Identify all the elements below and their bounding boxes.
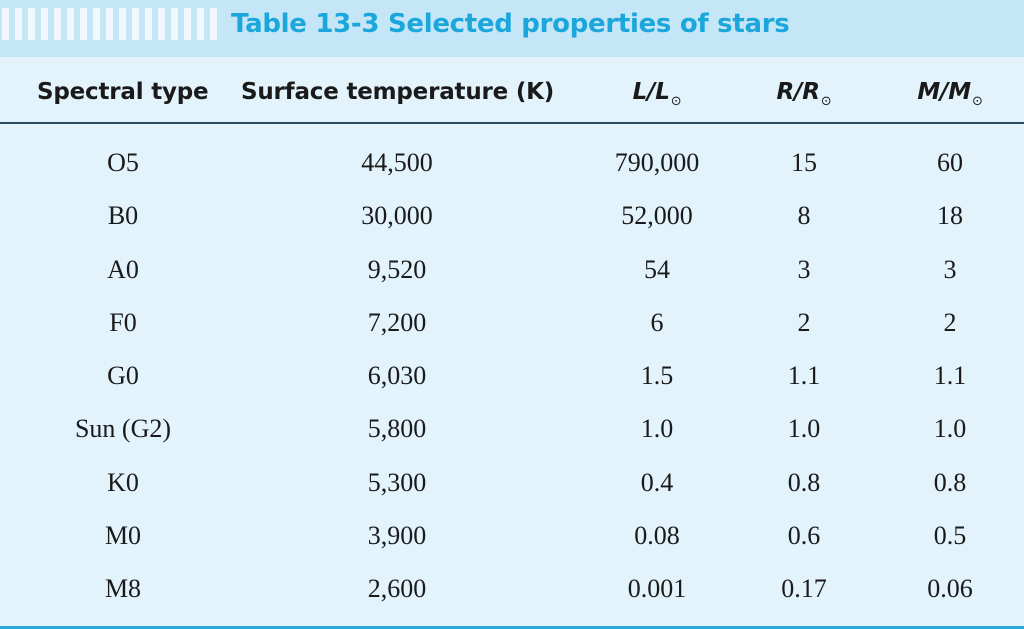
table-row: F0 7,200 6 2 2: [0, 300, 1024, 353]
table-row: Sun (G2) 5,800 1.0 1.0 1.0: [0, 406, 1024, 459]
cell-radius: 1.1: [787, 361, 821, 391]
cell-radius: 15: [791, 148, 817, 177]
table-row: O5 44,500 790,000 15 60: [0, 140, 1024, 193]
cell-spectral-type: Sun (G2): [74, 414, 172, 444]
cell-mass: 2: [943, 307, 957, 337]
cell-luminosity: 54: [644, 254, 670, 284]
cell-mass: 3: [943, 254, 957, 284]
cell-radius: 0.6: [787, 521, 821, 551]
table-header: Spectral type Surface temperature (K) L/…: [0, 57, 1024, 124]
cell-surface-temperature: 2,600: [367, 574, 427, 604]
cell-mass: 18: [937, 201, 963, 231]
cell-luminosity: 0.001: [627, 574, 687, 604]
sun-symbol-icon: ⊙: [670, 94, 682, 109]
cell-mass: 60: [937, 148, 963, 177]
bottom-rule: [0, 626, 1024, 629]
decorative-stripes: [0, 8, 224, 40]
cell-mass: 1.0: [933, 414, 967, 444]
header-mass: M/M⊙: [917, 79, 982, 109]
sun-symbol-icon: ⊙: [820, 94, 832, 109]
cell-surface-temperature: 5,800: [367, 414, 427, 444]
cell-spectral-type: F0: [109, 307, 137, 337]
table-row: M8 2,600 0.001 0.17 0.06: [0, 566, 1024, 619]
table-row: A0 9,520 54 3 3: [0, 247, 1024, 300]
cell-radius: 8: [797, 201, 811, 231]
cell-surface-temperature: 5,300: [367, 467, 427, 497]
cell-spectral-type: G0: [107, 361, 139, 391]
cell-luminosity: 1.0: [640, 414, 674, 444]
cell-radius: 0.17: [781, 574, 827, 604]
table-row: M0 3,900 0.08 0.6 0.5: [0, 513, 1024, 566]
header-luminosity: L/L⊙: [633, 79, 682, 109]
cell-luminosity: 52,000: [621, 201, 693, 231]
cell-surface-temperature: 30,000: [361, 201, 433, 231]
header-surface-temperature: Surface temperature (K): [241, 79, 555, 105]
cell-surface-temperature: 7,200: [367, 307, 427, 337]
table-row: G0 6,030 1.5 1.1 1.1: [0, 353, 1024, 406]
cell-radius: 3: [797, 254, 811, 284]
header-radius: R/R⊙: [777, 79, 832, 109]
header-spectral-type: Spectral type: [37, 79, 209, 105]
cell-luminosity: 1.5: [640, 361, 674, 391]
cell-radius: 1.0: [787, 414, 821, 444]
cell-spectral-type: O5: [107, 148, 139, 177]
header-luminosity-label: L/L: [632, 79, 670, 105]
cell-mass: 0.8: [933, 467, 967, 497]
table-row: B0 30,000 52,000 8 18: [0, 193, 1024, 246]
cell-mass: 0.06: [927, 574, 973, 604]
cell-mass: 0.5: [933, 521, 967, 551]
cell-surface-temperature: 6,030: [367, 361, 427, 391]
header-mass-label: M/M: [917, 79, 971, 105]
cell-luminosity: 0.08: [634, 521, 680, 551]
cell-luminosity: 790,000: [614, 148, 700, 177]
header-radius-label: R/R: [776, 79, 820, 105]
title-bar: Table 13-3 Selected properties of stars: [0, 0, 1024, 57]
table-title: Table 13-3 Selected properties of stars: [231, 9, 790, 39]
table-body: O5 44,500 790,000 15 60 B0 30,000 52,000…: [0, 140, 1024, 620]
cell-surface-temperature: 9,520: [367, 254, 427, 284]
cell-surface-temperature: 44,500: [361, 148, 433, 177]
cell-radius: 2: [797, 307, 811, 337]
cell-spectral-type: A0: [107, 254, 139, 284]
cell-spectral-type: M0: [104, 521, 142, 551]
cell-luminosity: 6: [650, 307, 664, 337]
sun-symbol-icon: ⊙: [971, 94, 983, 109]
cell-mass: 1.1: [933, 361, 967, 391]
cell-surface-temperature: 3,900: [367, 521, 427, 551]
table-row: K0 5,300 0.4 0.8 0.8: [0, 460, 1024, 513]
cell-radius: 0.8: [787, 467, 821, 497]
cell-spectral-type: B0: [107, 201, 139, 231]
cell-luminosity: 0.4: [640, 467, 674, 497]
cell-spectral-type: M8: [104, 574, 142, 604]
cell-spectral-type: K0: [107, 467, 139, 497]
